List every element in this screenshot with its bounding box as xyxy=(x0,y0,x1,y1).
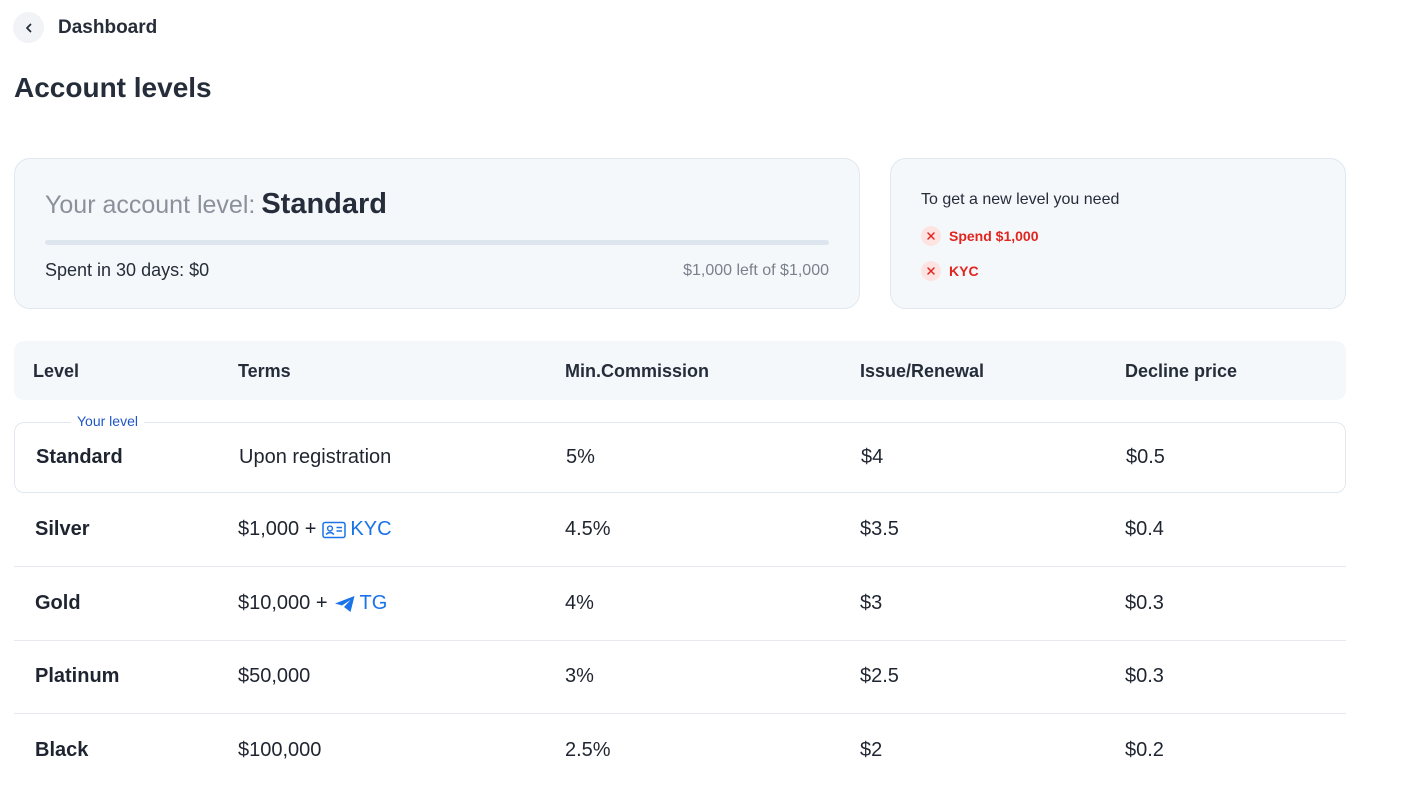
header-terms: Terms xyxy=(238,361,291,381)
level-issue-renewal: $3 xyxy=(860,592,883,614)
level-name: Black xyxy=(35,739,89,761)
level-terms: $50,000 xyxy=(238,665,311,687)
level-name: Silver xyxy=(35,518,90,540)
table-header: Level Terms Min.Commission Issue/Renewal… xyxy=(14,341,1346,400)
level-decline-price: $0.3 xyxy=(1125,665,1164,687)
account-level-prefix: Your account level: xyxy=(45,191,256,219)
level-name: Standard xyxy=(36,446,123,468)
telegram-icon xyxy=(334,595,355,612)
level-terms: Upon registration xyxy=(239,446,392,468)
back-button[interactable] xyxy=(13,12,44,43)
header-issue-renewal: Issue/Renewal xyxy=(860,361,985,381)
level-issue-renewal: $2 xyxy=(860,739,883,761)
x-circle-icon xyxy=(921,261,941,281)
tg-link[interactable]: TG xyxy=(328,592,388,615)
level-name: Gold xyxy=(35,592,81,614)
level-commission: 4.5% xyxy=(565,518,611,540)
account-level-heading: Your account level: Standard xyxy=(45,188,387,221)
table-row-black: Black $100,000 2.5% $2 $0.2 xyxy=(14,715,1346,788)
level-issue-renewal: $4 xyxy=(861,446,884,468)
level-commission: 5% xyxy=(566,446,595,468)
level-issue-renewal: $3.5 xyxy=(860,518,899,540)
level-commission: 4% xyxy=(565,592,594,614)
table-row-standard: Your level Standard Upon registration 5%… xyxy=(14,413,1346,493)
chevron-left-icon xyxy=(25,23,31,32)
header-level: Level xyxy=(33,361,80,381)
breadcrumb: Dashboard xyxy=(13,12,157,43)
header-decline-price: Decline price xyxy=(1125,361,1238,381)
requirements-card: To get a new level you need Spend $1,000… xyxy=(890,158,1346,309)
x-circle-icon xyxy=(921,226,941,246)
account-level-value: Standard xyxy=(261,188,388,220)
your-level-badge: Your level xyxy=(71,413,144,429)
level-commission: 3% xyxy=(565,665,594,687)
header-min-commission: Min.Commission xyxy=(565,361,710,381)
spend-progress-bar xyxy=(45,240,829,245)
requirements-title: To get a new level you need xyxy=(921,191,1120,208)
amount-left: $1,000 left of $1,000 xyxy=(683,262,829,279)
level-decline-price: $0.2 xyxy=(1125,739,1164,761)
requirement-spend: Spend $1,000 xyxy=(921,226,1039,246)
level-terms: $100,000 xyxy=(238,739,322,761)
table-row-gold: Gold $10,000 + TG 4% $3 $0.3 xyxy=(14,568,1346,641)
level-decline-price: $0.3 xyxy=(1125,592,1164,614)
requirement-label: Spend $1,000 xyxy=(949,228,1039,244)
spent-in-30-days: Spent in 30 days: $0 xyxy=(45,260,210,280)
kyc-link[interactable]: KYC xyxy=(316,518,392,541)
level-terms: $10,000 + TG xyxy=(238,592,387,615)
id-card-icon xyxy=(322,521,347,538)
kyc-link-label[interactable]: KYC xyxy=(350,518,392,540)
table-row-platinum: Platinum $50,000 3% $2.5 $0.3 xyxy=(14,641,1346,714)
level-commission: 2.5% xyxy=(565,739,611,761)
tg-link-label[interactable]: TG xyxy=(359,592,388,614)
terms-amount: $10,000 + xyxy=(238,592,328,614)
back-link-label[interactable]: Dashboard xyxy=(58,16,158,38)
level-decline-price: $0.5 xyxy=(1126,446,1165,468)
level-issue-renewal: $2.5 xyxy=(860,665,899,687)
level-name: Platinum xyxy=(35,665,120,687)
page-title: Account levels xyxy=(14,72,212,103)
requirement-kyc: KYC xyxy=(921,261,979,281)
table-row-silver: Silver $1,000 + KYC 4.5% $3.5 $0.4 xyxy=(14,494,1346,567)
terms-amount: $1,000 + xyxy=(238,518,317,540)
account-level-card: Your account level: Standard Spent in 30 … xyxy=(14,158,860,309)
requirement-label: KYC xyxy=(949,263,979,279)
level-terms: $1,000 + KYC xyxy=(238,518,392,541)
level-decline-price: $0.4 xyxy=(1125,518,1164,540)
